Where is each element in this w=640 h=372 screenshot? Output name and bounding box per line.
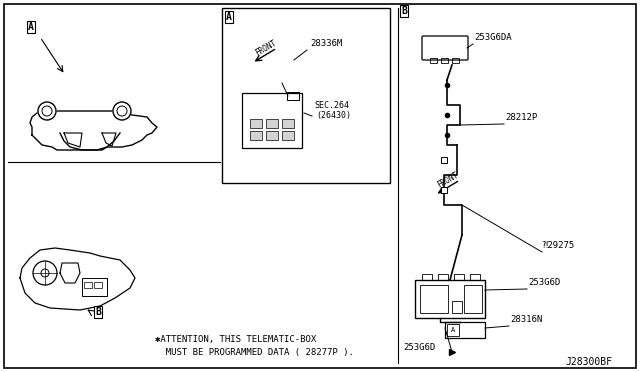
Bar: [282, 119, 294, 128]
Text: 28336M: 28336M: [310, 39, 342, 48]
Bar: [420, 285, 448, 313]
Bar: [447, 324, 459, 336]
Text: SEC.264: SEC.264: [314, 101, 349, 110]
Text: ⁈29275: ⁈29275: [543, 241, 575, 250]
Bar: [452, 301, 462, 313]
Bar: [250, 131, 262, 140]
Text: 253G6D: 253G6D: [528, 278, 560, 287]
Bar: [266, 131, 278, 140]
Text: 253G6DA: 253G6DA: [474, 33, 511, 42]
Text: A: A: [451, 327, 455, 333]
Text: FRONT: FRONT: [254, 39, 278, 58]
Text: 28212P: 28212P: [505, 113, 537, 122]
Text: B: B: [95, 307, 101, 317]
Bar: [282, 131, 294, 140]
Circle shape: [38, 102, 56, 120]
Bar: [82, 278, 107, 296]
Text: ✱ATTENTION, THIS TELEMATIC-BOX
  MUST BE PROGRAMMED DATA ( 28277P ).: ✱ATTENTION, THIS TELEMATIC-BOX MUST BE P…: [155, 335, 354, 356]
Bar: [242, 93, 302, 148]
Bar: [454, 274, 464, 280]
Bar: [266, 119, 278, 128]
Text: 28316N: 28316N: [510, 315, 542, 324]
Bar: [470, 274, 480, 280]
Text: B: B: [401, 6, 407, 16]
Bar: [445, 322, 485, 338]
Text: J28300BF: J28300BF: [565, 357, 612, 367]
Text: A: A: [226, 12, 232, 22]
Bar: [94, 282, 102, 288]
Bar: [250, 119, 262, 128]
Bar: [84, 282, 92, 288]
Bar: [430, 58, 437, 63]
Bar: [438, 274, 448, 280]
Circle shape: [113, 102, 131, 120]
Bar: [452, 58, 459, 63]
Text: (26430): (26430): [316, 111, 351, 120]
Text: 253G6D: 253G6D: [403, 343, 435, 352]
Text: A: A: [28, 22, 34, 32]
Bar: [222, 8, 390, 183]
Bar: [415, 280, 485, 318]
Bar: [464, 285, 482, 313]
Bar: [287, 92, 299, 100]
Text: FRONT: FRONT: [436, 171, 461, 190]
Bar: [422, 274, 432, 280]
Bar: [441, 58, 448, 63]
